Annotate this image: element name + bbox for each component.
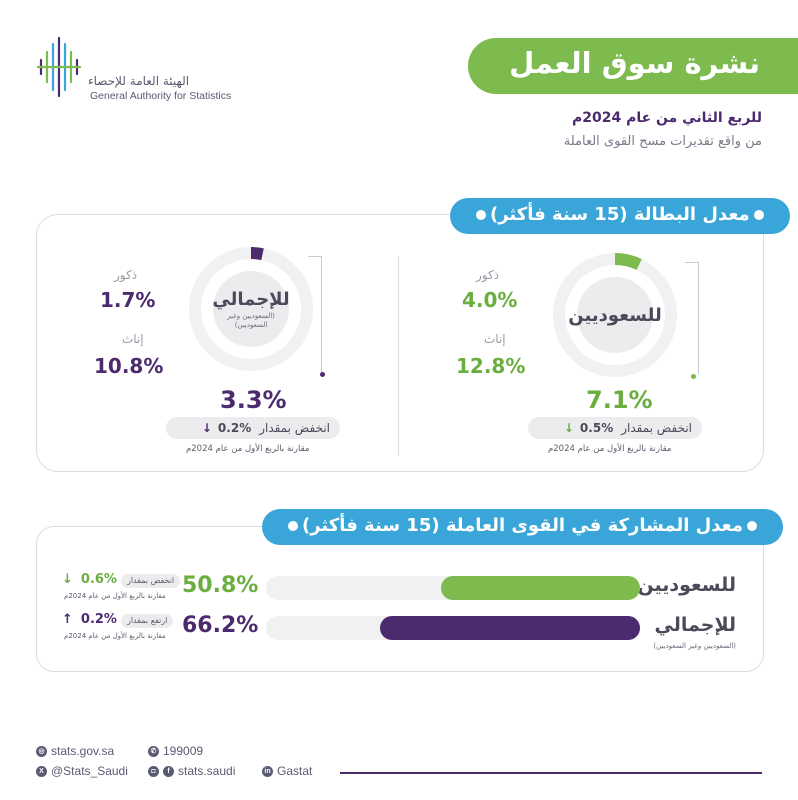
change-value: %0.2 bbox=[217, 421, 252, 435]
participation-overall-label: للإجمالي bbox=[654, 614, 736, 636]
facebook-icon: f bbox=[163, 765, 174, 777]
change-value: 0.2% bbox=[80, 612, 117, 627]
saudis-total-value: 7.1% bbox=[586, 386, 653, 414]
participation-overall-value: 66.2% bbox=[182, 613, 259, 638]
participation-saudis-note: مقارنة بالربع الأول من عام 2024م bbox=[64, 592, 166, 600]
footer-social[interactable]: ◘ f stats.saudi bbox=[148, 764, 235, 778]
change-value: %0.5 bbox=[579, 421, 614, 435]
saudis-bracket-dot bbox=[691, 374, 696, 379]
x-twitter-icon: X bbox=[36, 765, 47, 777]
down-arrow-icon: ↓ bbox=[201, 421, 212, 435]
change-label: ارتفع بمقدار bbox=[120, 614, 174, 628]
participation-saudis-value: 50.8% bbox=[182, 573, 259, 598]
linkedin-icon: in bbox=[262, 765, 273, 777]
saudis-donut-svg bbox=[553, 253, 677, 377]
overall-compare-note: مقارنة بالربع الأول من عام 2024م bbox=[186, 444, 310, 454]
footer-rule bbox=[340, 772, 762, 774]
overall-unemployment-donut: للإجمالي (السعوديين وغير السعوديين) bbox=[186, 244, 316, 374]
footer-phone[interactable]: ✆ 199009 bbox=[148, 744, 203, 758]
unemployment-card bbox=[36, 214, 764, 472]
overall-female-label: إناث bbox=[122, 332, 144, 346]
overall-donut-center: للإجمالي (السعوديين وغير السعوديين) bbox=[212, 271, 290, 347]
website-text: stats.gov.sa bbox=[51, 744, 115, 758]
footer-twitter[interactable]: X @Stats_Saudi bbox=[36, 764, 128, 778]
phone-icon: ✆ bbox=[148, 745, 159, 757]
globe-icon: ◎ bbox=[36, 745, 47, 757]
participation-overall-note: مقارنة بالربع الأول من عام 2024م bbox=[64, 632, 166, 640]
gastat-logo: الهيئة العامة للإحصاء General Authority … bbox=[36, 34, 236, 104]
saudis-bracket bbox=[685, 262, 699, 374]
overall-donut-note: (السعوديين وغير السعوديين) bbox=[227, 311, 275, 329]
overall-female-value: 10.8% bbox=[94, 354, 164, 378]
participation-saudis-change: انخفض بمقدار0.6% ↓ bbox=[58, 572, 181, 588]
down-arrow-icon: ↓ bbox=[62, 572, 73, 587]
pill-dot-icon bbox=[746, 521, 757, 531]
saudis-compare-note: مقارنة بالربع الأول من عام 2024م bbox=[548, 444, 672, 454]
unemployment-title-text: معدل البطالة (15 سنة فأكثر) bbox=[490, 204, 750, 225]
participation-title-text: معدل المشاركة في القوى العاملة (15 سنة ف… bbox=[302, 515, 743, 536]
overall-donut-arc bbox=[250, 247, 264, 261]
pill-dot-icon bbox=[288, 521, 298, 531]
logo-name-arabic: الهيئة العامة للإحصاء bbox=[88, 74, 190, 88]
participation-overall-track bbox=[266, 616, 640, 640]
saudis-change-box: انخفض بمقدار %0.5 ↓ bbox=[528, 417, 702, 439]
change-label: انخفض بمقدار bbox=[621, 421, 692, 435]
unemployment-section-title: معدل البطالة (15 سنة فأكثر) bbox=[450, 198, 790, 234]
change-label: انخفض بمقدار bbox=[259, 421, 330, 435]
participation-section-title: معدل المشاركة في القوى العاملة (15 سنة ف… bbox=[262, 509, 783, 545]
saudis-donut-center: للسعوديين bbox=[568, 277, 662, 353]
overall-male-label: ذكور bbox=[114, 268, 138, 282]
change-label: انخفض بمقدار bbox=[120, 574, 181, 588]
saudis-male-label: ذكور bbox=[476, 268, 500, 282]
participation-overall-sublabel: (السعوديين وغير السعوديين) bbox=[653, 642, 736, 650]
footer-website[interactable]: ◎ stats.gov.sa bbox=[36, 744, 114, 758]
overall-male-value: 1.7% bbox=[100, 288, 156, 312]
change-value: 0.6% bbox=[80, 572, 117, 587]
page-title: نشرة سوق العمل bbox=[509, 46, 760, 80]
saudis-donut-arc bbox=[614, 253, 642, 270]
down-arrow-icon: ↓ bbox=[563, 421, 574, 435]
linkedin-text: Gastat bbox=[277, 764, 313, 778]
title-banner: نشرة سوق العمل bbox=[468, 38, 798, 94]
overall-donut-svg bbox=[189, 247, 313, 371]
instagram-icon: ◘ bbox=[148, 765, 159, 777]
participation-saudis-track bbox=[266, 576, 640, 600]
card-divider bbox=[398, 256, 399, 456]
saudis-unemployment-donut: للسعوديين bbox=[550, 250, 680, 380]
overall-donut-label: للإجمالي bbox=[212, 288, 290, 310]
logo-name-english: General Authority for Statistics bbox=[90, 90, 232, 102]
saudis-female-label: إناث bbox=[484, 332, 506, 346]
overall-change-box: انخفض بمقدار %0.2 ↓ bbox=[166, 417, 340, 439]
pill-dot-icon bbox=[753, 210, 764, 220]
saudis-female-value: 12.8% bbox=[456, 354, 526, 378]
participation-overall-bar bbox=[380, 616, 640, 640]
saudis-donut-label: للسعوديين bbox=[568, 304, 662, 326]
pill-dot-icon bbox=[476, 210, 486, 220]
participation-saudis-label: للسعوديين bbox=[637, 574, 736, 596]
up-arrow-icon: ↑ bbox=[62, 612, 73, 627]
saudis-male-value: 4.0% bbox=[462, 288, 518, 312]
footer-linkedin[interactable]: in Gastat bbox=[262, 764, 312, 778]
participation-overall-change: ارتفع بمقدار0.2% ↑ bbox=[58, 612, 174, 628]
twitter-text: @Stats_Saudi bbox=[51, 764, 128, 778]
overall-total-value: 3.3% bbox=[220, 386, 287, 414]
overall-bracket bbox=[308, 256, 322, 374]
overall-bracket-dot bbox=[320, 372, 325, 377]
gastat-logo-mark-icon bbox=[36, 36, 82, 98]
participation-saudis-bar bbox=[440, 576, 640, 600]
period-subtitle: للربع الثاني من عام 2024م bbox=[571, 110, 762, 126]
social-text: stats.saudi bbox=[178, 764, 236, 778]
source-subtitle: من واقع تقديرات مسح القوى العاملة bbox=[563, 134, 762, 149]
phone-text: 199009 bbox=[163, 744, 204, 758]
